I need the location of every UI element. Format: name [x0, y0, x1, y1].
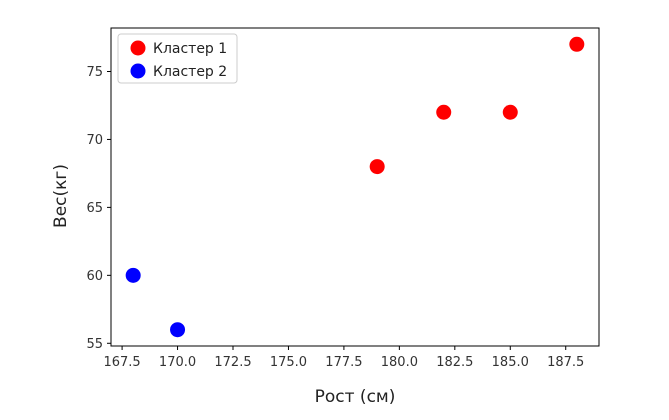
legend-box: [117, 33, 238, 84]
x-tick-label: 187.5: [547, 355, 584, 370]
x-axis-title: Рост (см): [315, 387, 396, 407]
x-tick-label: 182.5: [436, 355, 473, 370]
legend-marker: [130, 40, 146, 56]
x-tick-label: 185.0: [492, 355, 529, 370]
y-axis-title: Вес(кг): [51, 164, 71, 228]
x-tick-label: 172.5: [214, 355, 251, 370]
y-tick-label: 75: [86, 65, 103, 80]
cluster-1-point: [502, 104, 518, 120]
x-tick-label: 177.5: [325, 355, 362, 370]
y-tick-label: 60: [86, 269, 103, 284]
y-tick-label: 55: [86, 337, 103, 352]
x-tick-label: 170.0: [159, 355, 196, 370]
cluster-1-point: [436, 104, 452, 120]
legend-label: Кластер 2: [153, 64, 227, 80]
legend-label: Кластер 1: [153, 41, 227, 57]
y-tick-label: 65: [86, 201, 103, 216]
x-tick-label: 175.0: [270, 355, 307, 370]
cluster-2-point: [125, 267, 141, 283]
x-tick-label: 167.5: [103, 355, 140, 370]
plot-frame: [110, 27, 600, 347]
cluster-1-point: [569, 36, 585, 52]
x-tick-label: 180.0: [381, 355, 418, 370]
y-tick-label: 70: [86, 133, 103, 148]
cluster-1-point: [369, 159, 385, 175]
legend-marker: [130, 63, 146, 79]
cluster-2-point: [170, 322, 186, 338]
